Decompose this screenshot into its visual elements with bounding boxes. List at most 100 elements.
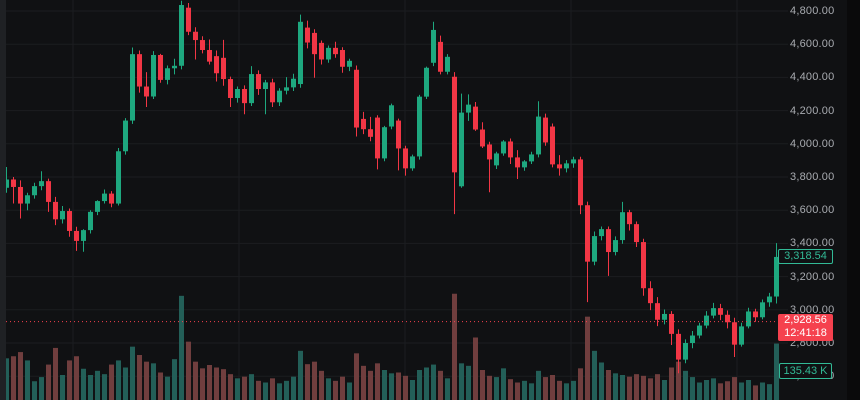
candle-body xyxy=(179,5,184,66)
volume-bar xyxy=(221,369,226,400)
candle-body xyxy=(473,106,478,130)
candle-body xyxy=(592,236,597,262)
candle-body xyxy=(410,156,415,169)
candle-body xyxy=(634,224,639,243)
candle-body xyxy=(424,67,429,97)
candle-body xyxy=(354,69,359,128)
volume-bar xyxy=(298,350,303,400)
volume-bar xyxy=(60,374,65,400)
countdown-timer: 12:41:18 xyxy=(784,327,827,340)
candle-body xyxy=(403,148,408,169)
candle-body xyxy=(319,42,324,60)
candle-body xyxy=(697,325,702,336)
candle-body xyxy=(25,195,30,204)
volume-bar xyxy=(291,376,296,400)
volume-bar xyxy=(179,295,184,400)
candle-body xyxy=(620,212,625,241)
volume-bar xyxy=(599,362,604,400)
volume-bar xyxy=(480,369,485,400)
candle-body xyxy=(4,179,9,188)
volume-bar xyxy=(515,382,520,400)
volume-bar xyxy=(18,352,23,400)
volume-bar xyxy=(613,373,618,400)
volume-bar xyxy=(690,377,695,400)
volume-bar xyxy=(270,378,275,400)
volume-bar xyxy=(137,354,142,400)
candle-body xyxy=(193,31,198,41)
volume-bar xyxy=(438,370,443,400)
volume-bar xyxy=(732,377,737,400)
candle-body xyxy=(494,153,499,166)
candle-body xyxy=(718,308,723,315)
candle-body xyxy=(466,104,471,113)
candle-body xyxy=(704,315,709,326)
price-tick-label: 3,400.00 xyxy=(790,237,835,250)
candle-body xyxy=(606,229,611,253)
volume-bar xyxy=(641,375,646,400)
candle-body xyxy=(312,32,317,55)
candle-body xyxy=(158,54,163,80)
volume-bar xyxy=(382,369,387,400)
candle-body xyxy=(746,311,751,327)
volume-bar xyxy=(774,343,779,400)
volume-bar xyxy=(81,368,86,400)
candles-layer xyxy=(4,0,779,374)
volume-bar xyxy=(67,360,72,400)
volume-bar xyxy=(53,347,58,400)
volume-bar xyxy=(116,360,121,400)
right-panel-edge xyxy=(847,0,860,400)
candle-body xyxy=(578,159,583,206)
volume-bar xyxy=(452,293,457,400)
candle-body xyxy=(256,74,261,90)
candle-body xyxy=(186,7,191,32)
candle-body xyxy=(46,181,51,202)
candle-body xyxy=(599,229,604,237)
candle-body xyxy=(340,50,345,67)
volume-bar xyxy=(200,368,205,400)
price-tick-label: 3,000.00 xyxy=(790,303,835,316)
volume-bar xyxy=(543,377,548,400)
volume-bar xyxy=(277,383,282,400)
candle-body xyxy=(347,60,352,67)
volume-bar xyxy=(410,379,415,400)
candle-body xyxy=(445,56,450,72)
volume-bar xyxy=(46,364,51,400)
price-axis[interactable]: 4,800.00 4,600.00 4,400.00 4,200.00 4,000.00… xyxy=(788,0,848,400)
volume-bar xyxy=(487,375,492,400)
volume-bar xyxy=(172,359,177,400)
volume-bar xyxy=(704,379,709,400)
volume-bar xyxy=(130,346,135,400)
candle-body xyxy=(501,141,506,154)
countdown-price-label: 2,928.56 12:41:18 xyxy=(778,313,833,341)
volume-bar xyxy=(312,361,317,400)
volume-bar xyxy=(508,379,513,400)
candle-body xyxy=(242,89,247,104)
last-price-label: 3,318.54 xyxy=(778,249,833,265)
volume-bar xyxy=(739,382,744,400)
candle-body xyxy=(284,87,289,91)
volume-bar xyxy=(228,374,233,400)
candle-body xyxy=(32,186,37,196)
candle-body xyxy=(60,211,65,220)
candle-body xyxy=(81,230,86,241)
candle-body xyxy=(305,27,310,43)
volume-bar xyxy=(333,380,338,400)
volume-bar xyxy=(242,376,247,400)
countdown-price-value: 2,928.56 xyxy=(784,314,827,327)
candle-body xyxy=(102,193,107,202)
volume-bar xyxy=(760,382,765,400)
candle-body xyxy=(739,326,744,345)
volume-bar xyxy=(753,385,758,400)
volume-bar xyxy=(627,376,632,400)
candle-body xyxy=(662,313,667,320)
price-tick-label: 4,800.00 xyxy=(790,5,835,17)
candle-body xyxy=(417,96,422,157)
candle-body xyxy=(557,164,562,169)
volume-bar xyxy=(564,383,569,400)
volume-bar xyxy=(340,376,345,400)
volume-bar xyxy=(32,381,37,400)
volume-bar xyxy=(655,374,660,400)
volume-bar xyxy=(109,364,114,400)
